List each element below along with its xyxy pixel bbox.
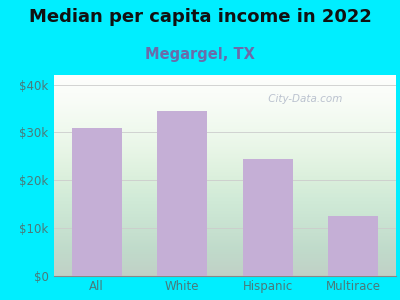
Bar xyxy=(243,159,292,276)
Text: Median per capita income in 2022: Median per capita income in 2022 xyxy=(28,8,372,26)
Text: City-Data.com: City-Data.com xyxy=(265,94,342,104)
Text: Megargel, TX: Megargel, TX xyxy=(145,46,255,62)
Bar xyxy=(158,111,207,276)
Bar xyxy=(328,216,378,276)
Bar xyxy=(72,128,122,276)
